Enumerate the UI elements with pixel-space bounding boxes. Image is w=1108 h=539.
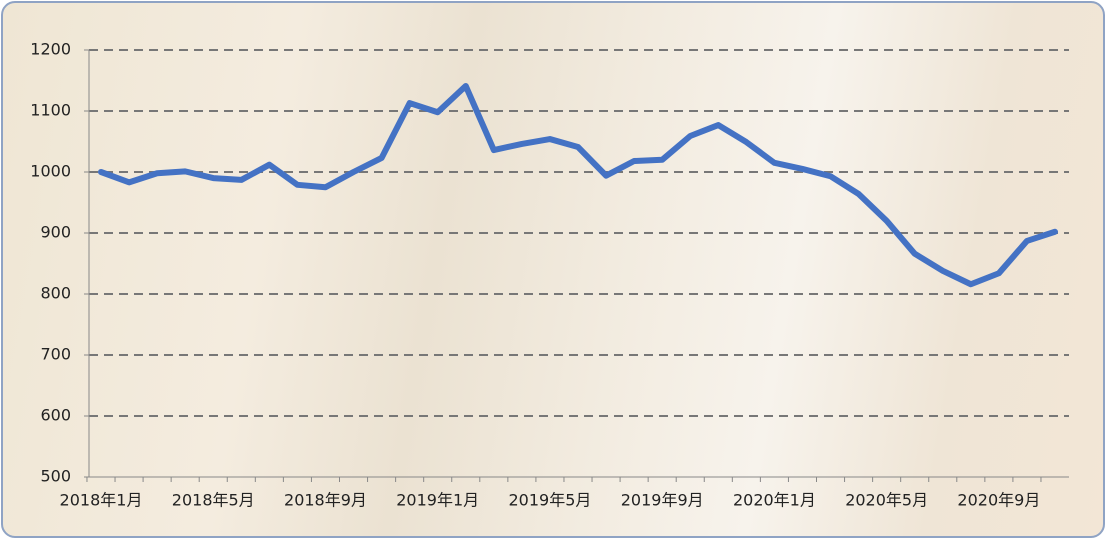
y-tick-label: 600	[40, 406, 71, 425]
y-tick-label: 1000	[30, 162, 71, 181]
y-tick-label: 800	[40, 284, 71, 303]
x-tick-label: 2018年5月	[172, 491, 255, 510]
x-tick-label: 2018年1月	[60, 491, 143, 510]
y-tick-label: 1100	[30, 101, 71, 120]
chart-frame: 500 600 700 800 900 1000 1100 1200 2018年1月 2018年5…	[1, 1, 1105, 538]
y-tick-label: 500	[40, 467, 71, 486]
x-tick-label: 2020年9月	[957, 491, 1040, 510]
data-line	[101, 86, 1055, 284]
y-tick-label: 700	[40, 345, 71, 364]
y-tick-label: 900	[40, 223, 71, 242]
y-tick-label: 1200	[30, 40, 71, 59]
x-tick-label: 2020年5月	[845, 491, 928, 510]
x-tick-label: 2019年5月	[508, 491, 591, 510]
x-tick-label: 2020年1月	[733, 491, 816, 510]
x-tick-label: 2019年9月	[621, 491, 704, 510]
x-tick-label: 2019年1月	[396, 491, 479, 510]
x-tick-label: 2018年9月	[284, 491, 367, 510]
chart: 500 600 700 800 900 1000 1100 1200 2018年1月 2018年5…	[3, 3, 1105, 538]
